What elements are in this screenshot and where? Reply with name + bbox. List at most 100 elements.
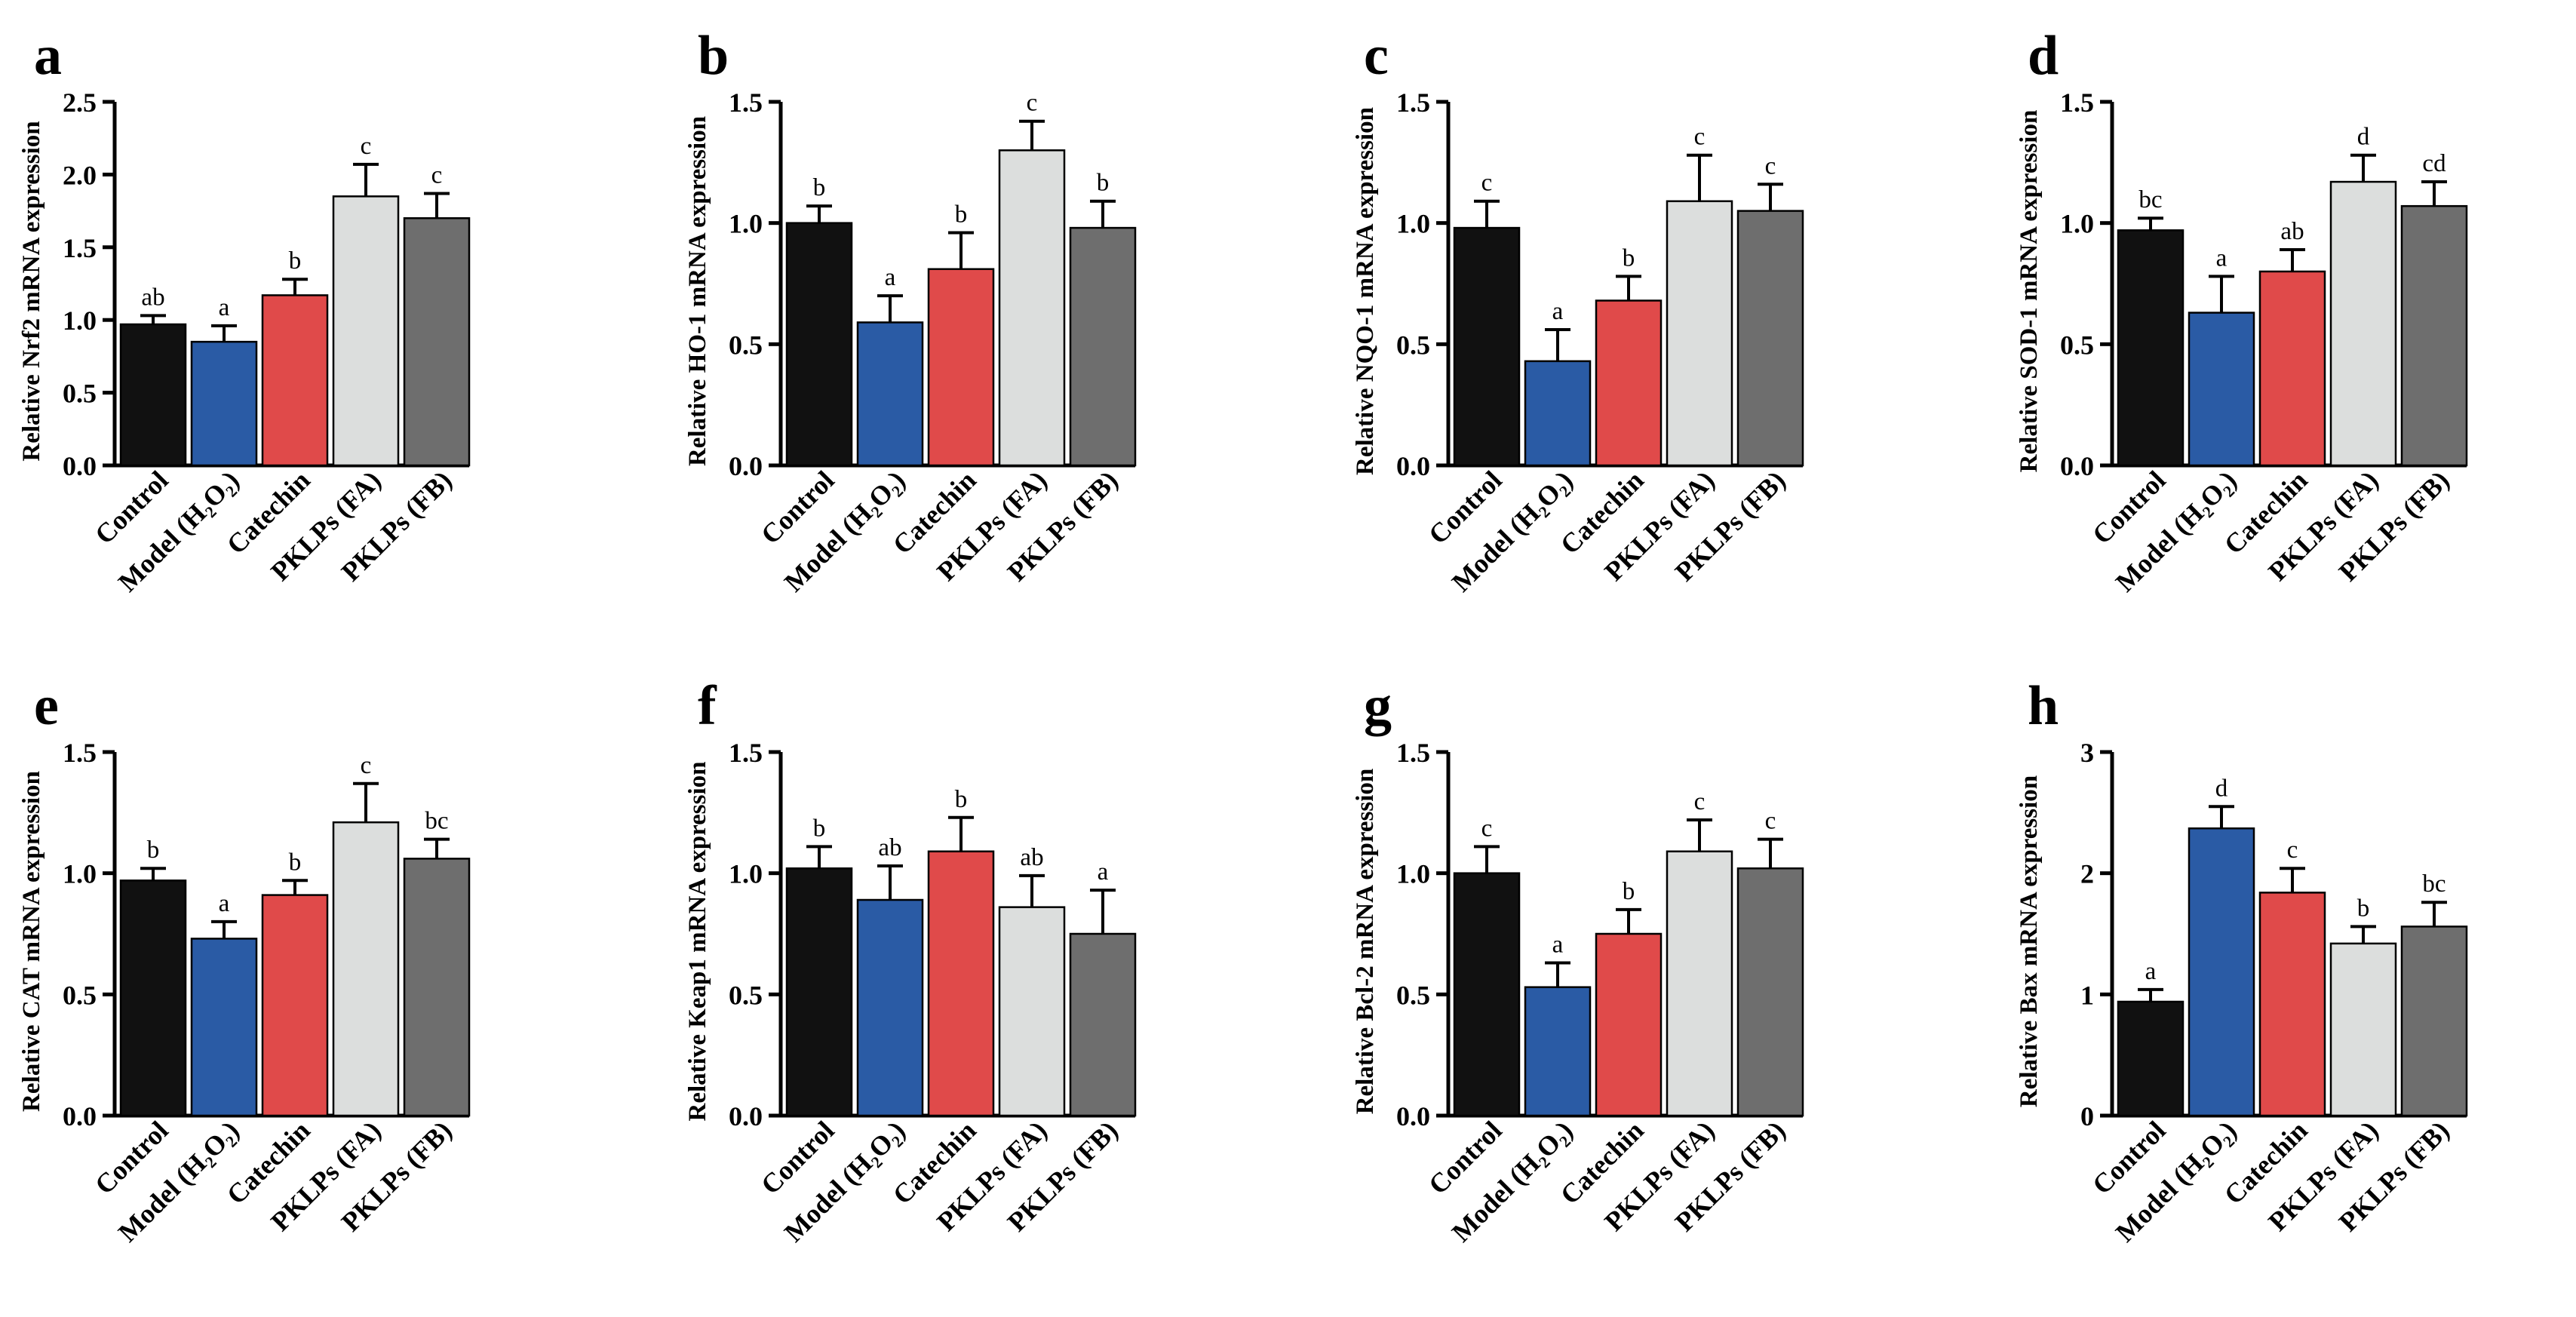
- bar-2: [2188, 827, 2255, 1117]
- y-tick-label: 0.5: [729, 980, 763, 1010]
- significance-letter: d: [2357, 124, 2370, 151]
- significance-letter: a: [1552, 298, 1564, 325]
- significance-letter: b: [1623, 244, 1635, 272]
- y-tick-label: 1.5: [729, 87, 763, 118]
- significance-letter: b: [2357, 895, 2370, 922]
- bar-3: [2258, 892, 2326, 1117]
- y-axis-label: Relative HO-1 mRNA expression: [684, 116, 711, 466]
- significance-letter: a: [2145, 958, 2157, 985]
- significance-letter: ab: [141, 284, 164, 311]
- panel-letter-b: b: [698, 25, 729, 87]
- panel-g: g 0.0 0.5 1.0 1.5 Relative Bcl-2 mRNA express…: [1352, 675, 1804, 1248]
- significance-letter: ab: [1020, 844, 1043, 871]
- y-tick-label: 1.5: [63, 738, 97, 768]
- panel-letter-a: a: [34, 25, 62, 87]
- bar-1: [2117, 1000, 2185, 1117]
- y-tick-label: 1.0: [729, 209, 763, 239]
- y-tick-label: 1.5: [2060, 87, 2094, 118]
- bar-4: [2329, 180, 2397, 467]
- y-axis-label: Relative SOD-1 mRNA expression: [2016, 110, 2043, 473]
- bar-2: [2188, 312, 2255, 467]
- bar-3: [2258, 270, 2326, 467]
- y-tick-label: 1.0: [1396, 859, 1430, 889]
- bar-1: [1453, 872, 1521, 1117]
- significance-letter: b: [955, 786, 968, 813]
- significance-letter: bc: [2138, 186, 2162, 213]
- significance-letter: a: [1552, 932, 1564, 959]
- significance-letter: c: [2287, 837, 2298, 864]
- y-tick-label: 0.5: [729, 330, 763, 360]
- significance-letter: b: [813, 174, 826, 201]
- significance-letter: c: [431, 161, 443, 189]
- significance-letter: a: [2216, 244, 2228, 272]
- panel-letter-h: h: [2028, 675, 2059, 737]
- y-tick-label: 0.5: [2060, 330, 2094, 360]
- panel-f: f 0.0 0.5 1.0 1.5 Relative Keap1 mRNA express…: [684, 675, 1137, 1248]
- y-axis-label: Relative Bcl-2 mRNA expression: [1352, 769, 1379, 1115]
- panel-letter-f: f: [698, 675, 717, 737]
- y-axis-label: Relative CAT mRNA expression: [18, 771, 45, 1112]
- y-tick-label: 0.0: [2060, 451, 2094, 481]
- bar-2: [1524, 986, 1592, 1117]
- y-tick-label: 1.5: [63, 233, 97, 263]
- significance-letter: c: [361, 133, 372, 160]
- bar-4: [998, 149, 1066, 467]
- bar-2: [190, 340, 258, 467]
- bar-4: [1666, 850, 1733, 1117]
- significance-letter: b: [813, 815, 826, 842]
- bar-1: [785, 222, 853, 467]
- significance-letter: b: [147, 837, 160, 864]
- bar-1: [119, 323, 187, 467]
- bar-2: [856, 898, 924, 1117]
- panel-letter-c: c: [1364, 25, 1389, 87]
- bar-4: [332, 821, 400, 1117]
- significance-letter: a: [219, 294, 230, 321]
- y-tick-label: 1.0: [2060, 209, 2094, 239]
- y-axis-label: Relative Bax mRNA expression: [2016, 775, 2043, 1107]
- y-tick-label: 0.0: [63, 1101, 97, 1131]
- significance-letter: cd: [2422, 150, 2446, 177]
- y-tick-label: 0.0: [729, 451, 763, 481]
- significance-letter: bc: [2422, 870, 2446, 898]
- y-axis-label: Relative Keap1 mRNA expression: [684, 762, 711, 1122]
- bar-5: [1069, 932, 1137, 1117]
- y-tick-label: 0.0: [1396, 1101, 1430, 1131]
- significance-letter: c: [1027, 90, 1038, 117]
- significance-letter: a: [219, 890, 230, 917]
- bar-5: [403, 216, 471, 467]
- significance-letter: bc: [425, 808, 448, 835]
- y-axis-label: Relative NQO-1 mRNA expression: [1352, 107, 1379, 475]
- bar-2: [856, 321, 924, 467]
- y-tick-label: 1.5: [1396, 738, 1430, 768]
- y-tick-label: 1.0: [63, 859, 97, 889]
- bar-3: [261, 894, 329, 1117]
- bar-1: [785, 867, 853, 1117]
- significance-letter: d: [2215, 775, 2228, 802]
- y-tick-label: 1.5: [1396, 87, 1430, 118]
- significance-letter: ab: [2280, 218, 2304, 245]
- y-tick-label: 0.0: [63, 451, 97, 481]
- significance-letter: c: [1765, 152, 1776, 180]
- bar-2: [190, 938, 258, 1117]
- y-tick-label: 2.5: [63, 87, 97, 118]
- y-tick-label: 1.0: [729, 859, 763, 889]
- bar-2: [1524, 360, 1592, 467]
- y-tick-label: 1.5: [729, 738, 763, 768]
- bar-3: [1595, 932, 1663, 1117]
- bar-5: [1736, 867, 1804, 1117]
- y-tick-label: 0: [2080, 1101, 2094, 1131]
- bar-4: [1666, 200, 1733, 467]
- significance-letter: c: [1765, 808, 1776, 835]
- bar-5: [1736, 210, 1804, 467]
- panel-e: e 0.0 0.5 1.0 1.5 Relative CAT mRNA expressio…: [18, 675, 471, 1248]
- significance-letter: a: [885, 264, 896, 291]
- significance-letter: b: [1097, 170, 1110, 197]
- bar-4: [998, 906, 1066, 1117]
- bar-1: [1453, 226, 1521, 467]
- significance-letter: b: [289, 849, 302, 876]
- bar-3: [927, 850, 995, 1117]
- panel-d: d 0.0 0.5 1.0 1.5 Relative SOD-1 mRNA express…: [2016, 25, 2468, 597]
- y-tick-label: 0.5: [1396, 330, 1430, 360]
- bar-1: [2117, 229, 2185, 467]
